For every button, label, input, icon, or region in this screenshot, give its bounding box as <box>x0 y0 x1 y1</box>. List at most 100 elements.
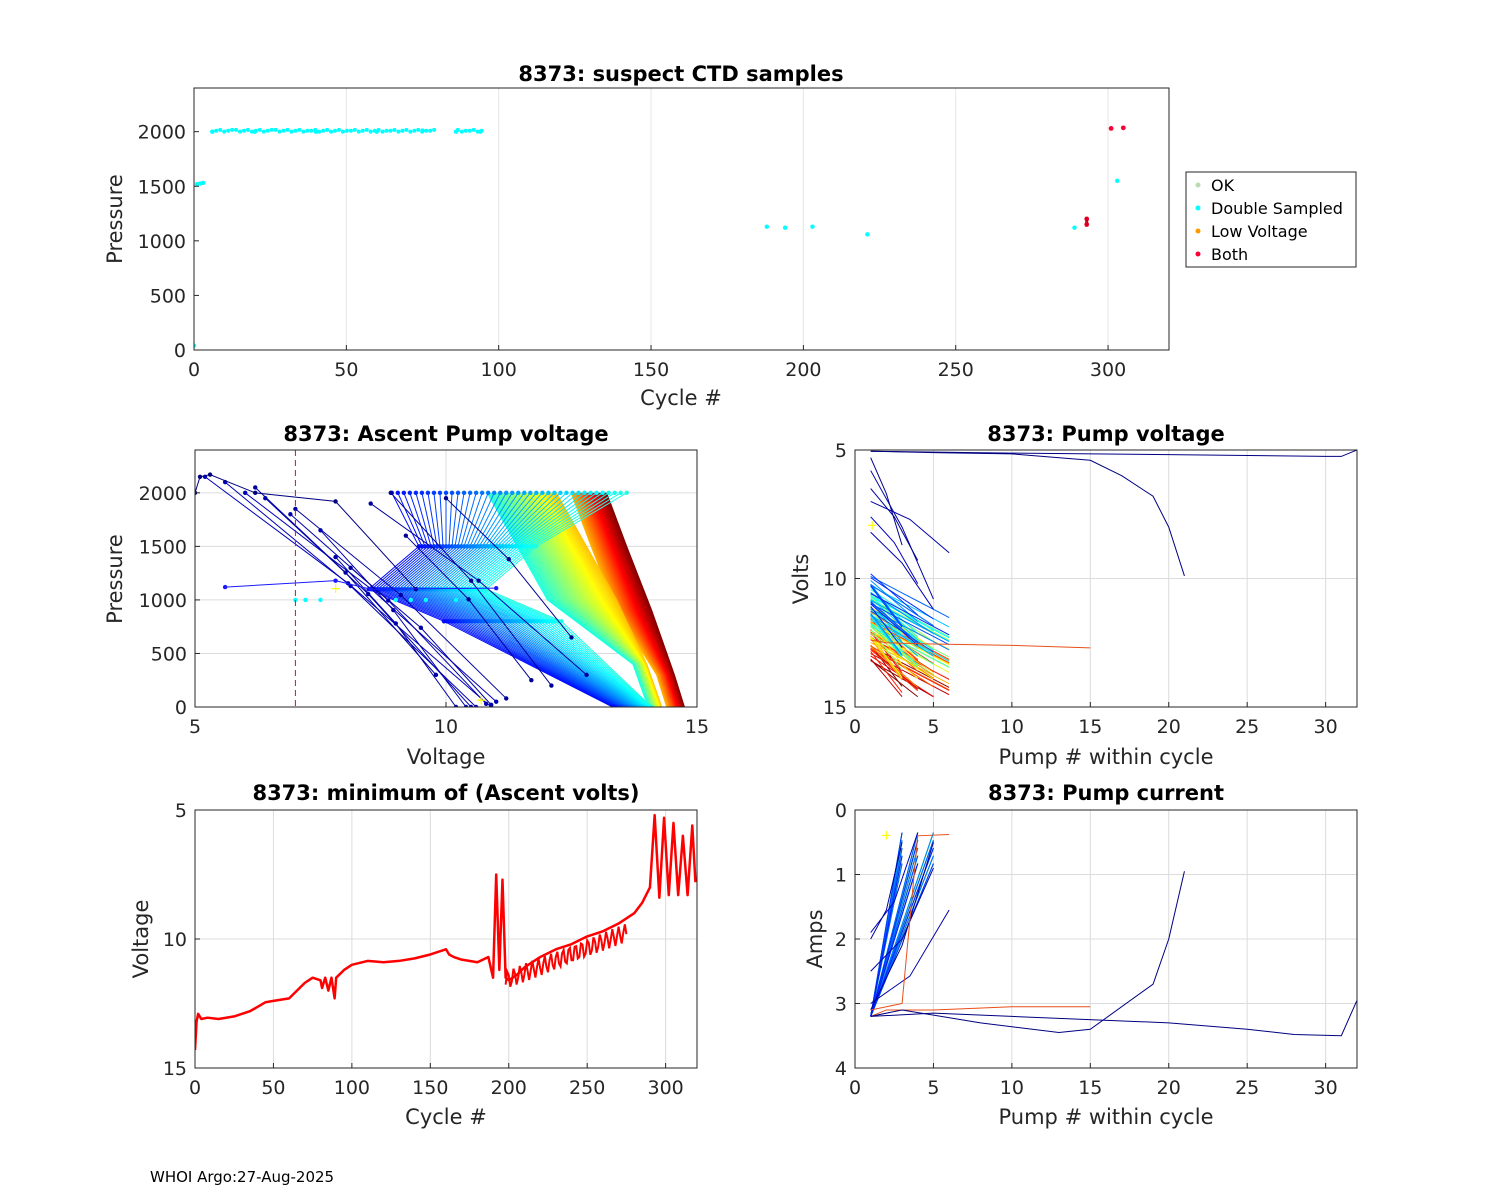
ascent-profile-late-point <box>546 490 551 496</box>
ctd-xtick-label: 200 <box>785 359 821 381</box>
pumpc-xtick-label: 15 <box>1078 1077 1102 1099</box>
ascent-profile-lowv-point <box>433 672 439 678</box>
ascent-profile-lowv-point <box>293 506 298 512</box>
ascent-profile-late-point <box>498 490 503 496</box>
pumpv-xtick-label: 20 <box>1157 716 1181 738</box>
ascent-profile-late-point <box>441 619 447 624</box>
pumpv-ytick-label: 15 <box>823 697 847 719</box>
pumpc-series <box>870 840 919 1017</box>
ascent-xtick-label: 5 <box>189 716 201 738</box>
ascent-profile-lowv-point <box>569 635 574 640</box>
ascent-profile-late-point <box>498 544 503 549</box>
ascent-profile-lowv-point <box>529 678 534 683</box>
double-sampled-point <box>393 597 398 603</box>
minv-ytick-label: 15 <box>163 1058 187 1080</box>
ascent-profile-lowv-point <box>368 501 373 506</box>
double-sampled-point <box>297 127 302 132</box>
pumpc-xtick-label: 20 <box>1157 1077 1181 1099</box>
legend-box <box>1185 171 1357 268</box>
double-sampled-point <box>218 127 223 132</box>
pumpv-series-low <box>870 457 903 546</box>
ascent-profile-lowv <box>195 474 417 590</box>
legend-marker-double <box>1195 205 1201 211</box>
ascent-marks: ++ <box>195 450 685 707</box>
ascent-profile-lowv-point <box>391 607 396 613</box>
double-sampled-point <box>293 128 298 133</box>
double-sampled-point <box>467 128 472 133</box>
double-sampled-point <box>269 127 274 132</box>
pumpv-panel: + 0 5 10 15 20 25 30 5 10 15 8373: Pump voltage P… <box>789 422 1358 769</box>
double-sampled-point <box>396 129 401 134</box>
min-voltage-line <box>195 813 697 1051</box>
legend-label-lowv: Low Voltage <box>1211 222 1308 241</box>
pumpc-xlabel: Pump # within cycle <box>999 1105 1214 1129</box>
legend-label-both: Both <box>1211 245 1248 264</box>
ascent-profile-late-point <box>485 490 491 496</box>
ascent-profile-late-point <box>588 490 593 496</box>
pumpv-series <box>870 598 919 640</box>
ascent-profile-lowv-point <box>468 578 474 583</box>
ascent-profile-lowv-point <box>466 597 471 602</box>
ascent-profile-late-point <box>419 544 425 549</box>
ascent-profile-lowv-point <box>476 578 481 583</box>
pumpc-title: 8373: Pump current <box>988 781 1224 805</box>
ascent-profile-late-point <box>540 490 545 496</box>
double-sampled-point <box>1115 178 1120 183</box>
ascent-profile-late-point <box>564 490 569 496</box>
minv-ylabel: Voltage <box>129 900 153 979</box>
legend-marker-both <box>1195 251 1201 257</box>
pumpv-series <box>870 573 919 616</box>
double-sampled-point <box>392 127 397 132</box>
double-sampled-point <box>344 128 349 133</box>
ascent-profile-lowv-point <box>403 533 409 538</box>
pumpv-series <box>870 585 903 628</box>
ctd-frame <box>193 87 1170 351</box>
ctd-xtick-label: 50 <box>334 359 358 381</box>
ascent-profile-lowv-point <box>343 570 348 575</box>
ascent-profile-lowv-point <box>333 554 338 560</box>
pumpc-series-low <box>870 842 903 940</box>
pumpv-series <box>870 603 919 646</box>
ascent-profile-late-point <box>558 490 563 496</box>
ascent-ylabel: Pressure <box>103 534 127 624</box>
pumpv-xtick-label: 15 <box>1078 716 1102 738</box>
pumpv-series <box>870 659 919 698</box>
ascent-profile-late-point <box>594 490 599 496</box>
pumpc-notable-series <box>870 834 950 1011</box>
ascent-profile-lowv-point <box>494 585 499 591</box>
pumpv-xtick-label: 30 <box>1314 716 1338 738</box>
pumpv-series <box>870 614 934 657</box>
ctd-ytick-label: 1000 <box>138 231 186 253</box>
legend-label-double: Double Sampled <box>1211 199 1343 218</box>
double-sampled-point <box>333 128 338 133</box>
minv-ytick-label: 5 <box>175 800 187 822</box>
ascent-profile-late-point <box>461 490 467 496</box>
ascent-profile-lowv-point <box>333 499 338 504</box>
double-sampled-point <box>380 129 385 134</box>
ascent-profile-lowv-point <box>506 557 511 562</box>
pumpv-series <box>870 614 919 657</box>
minv-xtick-label: 150 <box>412 1077 448 1099</box>
pumpc-notable-series <box>870 871 1185 1034</box>
legend-marker-lowv <box>1195 228 1201 234</box>
ctd-xtick-label: 300 <box>1090 359 1126 381</box>
ascent-profile-lowv-point <box>288 512 293 517</box>
ascent-profile-late-point <box>422 544 428 549</box>
pumpv-series <box>870 606 903 648</box>
double-sampled-point <box>478 129 483 134</box>
pumpc-ytick-label: 3 <box>835 994 847 1016</box>
double-sampled-point <box>388 128 393 133</box>
ascent-profile-late-point <box>437 490 443 496</box>
double-sampled-point <box>453 597 459 603</box>
minv-xtick-label: 300 <box>647 1077 683 1099</box>
double-sampled-point <box>309 128 314 133</box>
pumpv-notable-series <box>870 639 1091 649</box>
double-sampled-point <box>281 128 286 133</box>
pumpv-series <box>870 628 903 671</box>
double-sampled-point <box>412 128 417 133</box>
pumpc-xtick-label: 30 <box>1314 1077 1338 1099</box>
double-sampled-point <box>400 128 405 133</box>
ascent-profile-late-point <box>449 544 455 549</box>
minv-xtick-label: 100 <box>334 1077 370 1099</box>
ascent-profile-lowv-point <box>348 565 353 570</box>
